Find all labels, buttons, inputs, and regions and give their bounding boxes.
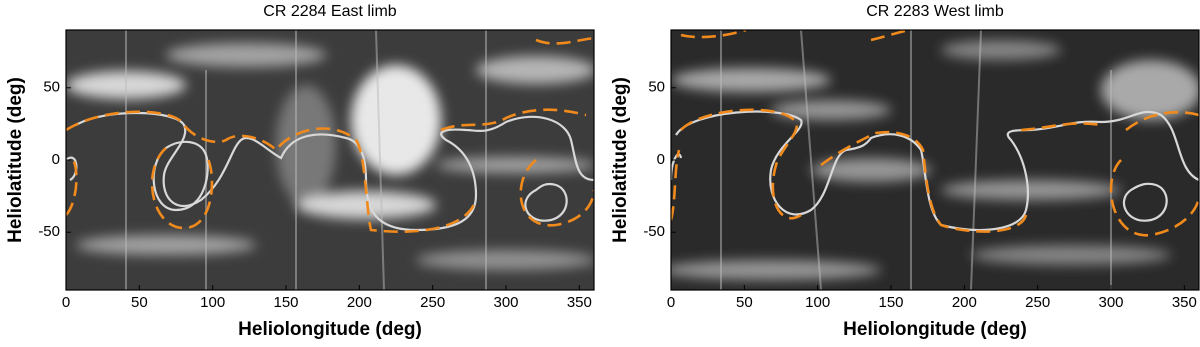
x-axis-label: Heliolongitude (deg)	[843, 319, 1027, 340]
x-tick-label: 50	[736, 294, 753, 311]
x-tick-label: 150	[273, 294, 298, 311]
y-tick-label: 0	[52, 151, 60, 168]
x-tick-label: 250	[420, 294, 445, 311]
map-image	[66, 30, 594, 290]
x-axis-label: Heliolongitude (deg)	[238, 319, 422, 340]
x-tick-label: 200	[952, 294, 977, 311]
y-tick-label: -50	[38, 223, 60, 240]
x-tick-label: 0	[62, 294, 70, 311]
x-tick-label: 100	[200, 294, 225, 311]
x-tick-label: 350	[1172, 294, 1197, 311]
y-axis-label: Heliolatitude (deg)	[5, 77, 26, 243]
x-tick-label: 300	[1098, 294, 1123, 311]
y-tick-label: 50	[648, 79, 665, 96]
x-tick-label: 0	[667, 294, 675, 311]
y-axis-label: Heliolatitude (deg)	[610, 77, 631, 243]
chart-title: CR 2284 East limb	[263, 3, 396, 20]
y-tick-label: -50	[643, 223, 665, 240]
chart-title: CR 2283 West limb	[866, 3, 1004, 20]
y-tick-label: 0	[657, 151, 665, 168]
x-tick-label: 250	[1025, 294, 1050, 311]
x-tick-label: 200	[347, 294, 372, 311]
map-image	[671, 30, 1199, 290]
x-tick-label: 300	[493, 294, 518, 311]
y-tick-label: 50	[43, 79, 60, 96]
x-tick-label: 100	[805, 294, 830, 311]
x-tick-label: 350	[567, 294, 592, 311]
x-tick-label: 150	[878, 294, 903, 311]
x-tick-label: 50	[131, 294, 148, 311]
